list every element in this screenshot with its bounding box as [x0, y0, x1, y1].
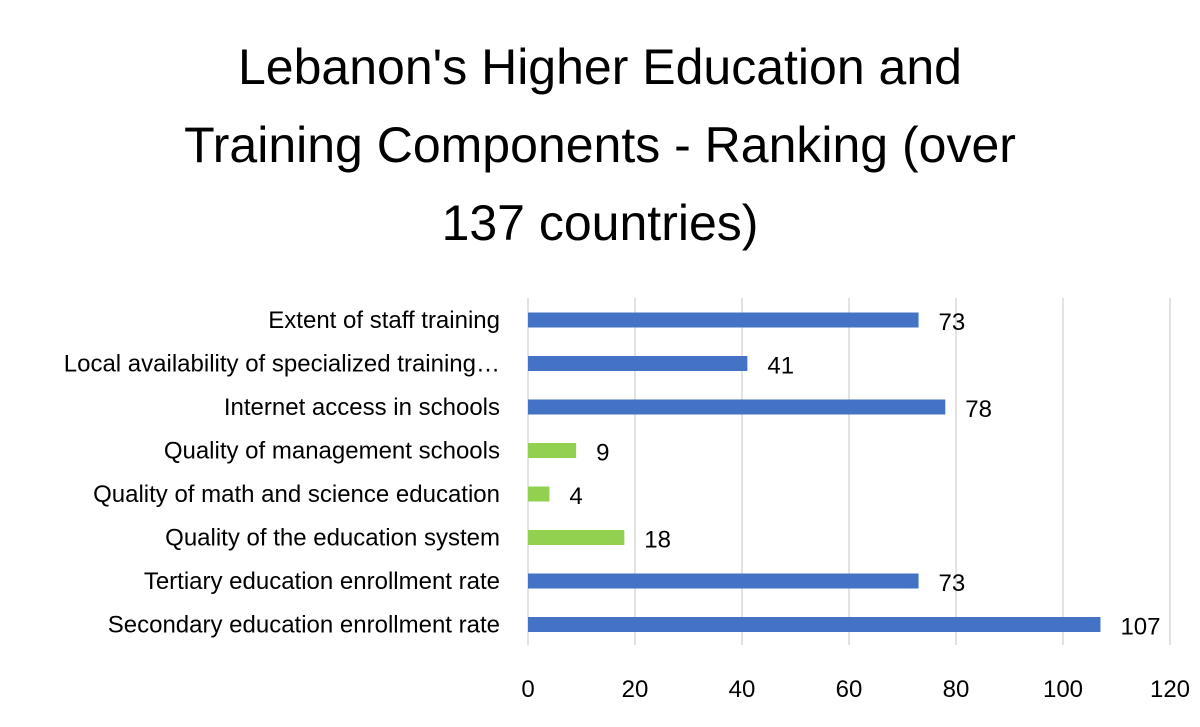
- data-label: 107: [1120, 614, 1160, 641]
- data-label: 18: [644, 527, 671, 554]
- bar: [528, 617, 1101, 632]
- chart-title-line-2: Training Components - Ranking (over: [184, 117, 1016, 173]
- bar: [528, 399, 946, 415]
- bar: [528, 356, 748, 371]
- data-label: 73: [939, 309, 966, 336]
- category-label: Internet access in schools: [224, 394, 500, 421]
- category-label: Extent of staff training: [268, 307, 500, 334]
- chart-title-line-1: Lebanon's Higher Education and: [238, 39, 962, 95]
- bar: [528, 530, 625, 545]
- x-tick-label: 0: [521, 676, 534, 703]
- category-label: Secondary education enrollment rate: [108, 612, 500, 639]
- data-label: 41: [767, 353, 794, 380]
- x-tick-label: 20: [622, 676, 649, 703]
- x-tick-label: 100: [1043, 676, 1083, 703]
- category-label: Quality of the education system: [165, 525, 500, 552]
- data-label: 4: [569, 483, 582, 510]
- category-label: Quality of management schools: [164, 438, 500, 465]
- x-tick-label: 80: [943, 676, 970, 703]
- bar: [528, 486, 550, 502]
- data-label: 78: [965, 396, 992, 423]
- bar: [528, 443, 577, 458]
- bar: [528, 573, 919, 589]
- x-tick-label: 40: [729, 676, 756, 703]
- chart-title: Lebanon's Higher Education and Training …: [0, 28, 1200, 262]
- data-label: 9: [596, 440, 609, 467]
- x-tick-label: 60: [836, 676, 863, 703]
- category-label: Local availability of specialized traini…: [64, 351, 500, 378]
- chart-title-line-3: 137 countries): [441, 195, 759, 251]
- data-label: 73: [939, 570, 966, 597]
- category-label: Quality of math and science education: [93, 481, 500, 508]
- bar: [528, 312, 919, 328]
- category-label: Tertiary education enrollment rate: [144, 568, 500, 595]
- x-tick-label: 120: [1150, 676, 1190, 703]
